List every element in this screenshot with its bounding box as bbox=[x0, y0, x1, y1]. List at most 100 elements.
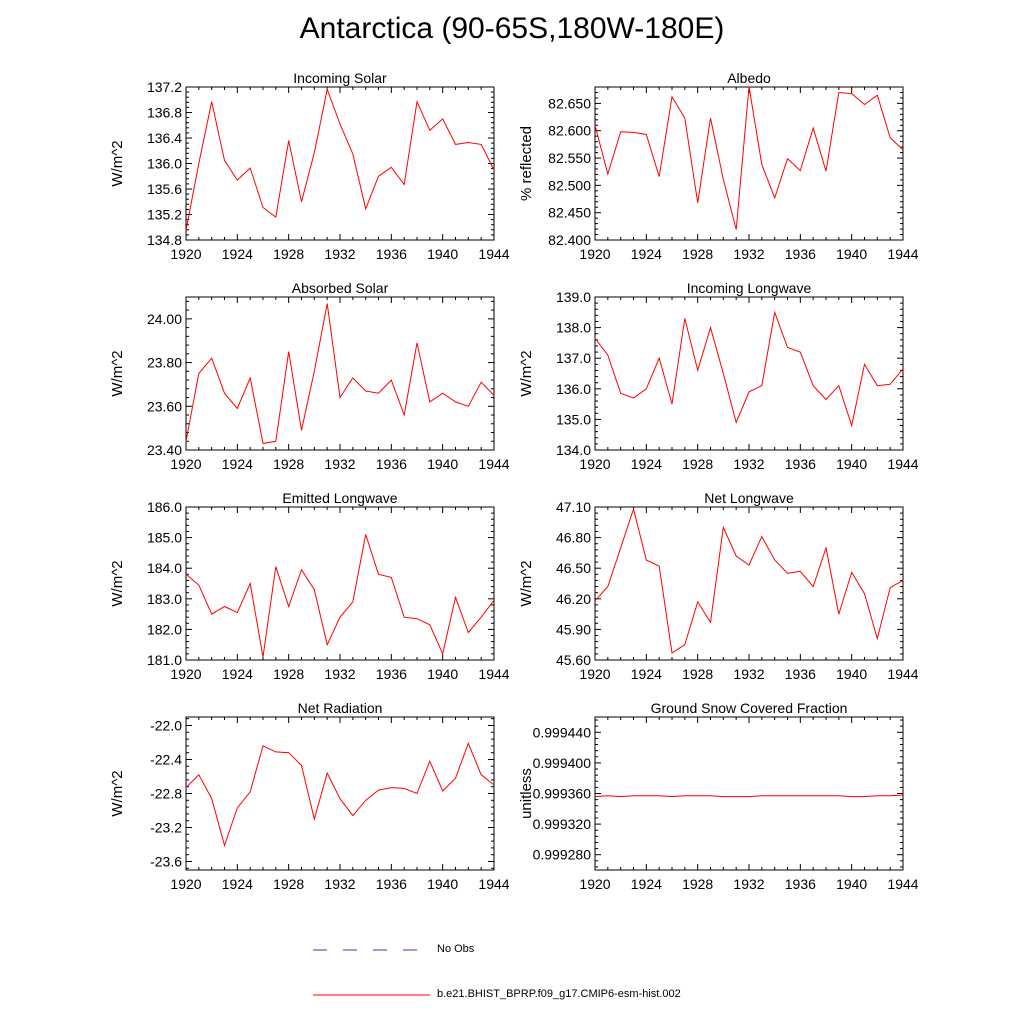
x-tick-label: 1932 bbox=[733, 456, 764, 472]
x-tick-label: 1928 bbox=[273, 246, 304, 262]
x-tick-label: 1944 bbox=[478, 246, 509, 262]
y-tick-label: 181.0 bbox=[147, 652, 182, 668]
x-tick-label: 1940 bbox=[836, 876, 867, 892]
y-tick-label: 45.60 bbox=[556, 652, 591, 668]
series-line-0 bbox=[185, 87, 495, 231]
y-axis-label: W/m^2 bbox=[109, 350, 126, 396]
chart-title: Net Radiation bbox=[298, 700, 383, 716]
x-tick-label: 1936 bbox=[376, 666, 407, 682]
y-axis-label: W/m^2 bbox=[518, 350, 535, 396]
y-tick-label: 23.80 bbox=[147, 355, 182, 371]
series-line-0 bbox=[594, 310, 904, 428]
y-tick-label: 82.450 bbox=[548, 205, 591, 221]
x-tick-label: 1944 bbox=[887, 876, 918, 892]
plot-frame bbox=[594, 506, 904, 661]
y-tick-label: 82.550 bbox=[548, 150, 591, 166]
series-line-0 bbox=[594, 794, 904, 798]
x-tick-label: 1928 bbox=[682, 666, 713, 682]
x-tick-label: 1932 bbox=[733, 666, 764, 682]
plot-frame bbox=[594, 716, 904, 871]
x-tick-label: 1924 bbox=[222, 246, 253, 262]
y-tick-label: 136.8 bbox=[147, 105, 182, 121]
y-tick-label: 139.0 bbox=[556, 289, 591, 305]
x-tick-label: 1924 bbox=[631, 876, 662, 892]
y-tick-label: 46.50 bbox=[556, 560, 591, 576]
y-tick-label: 136.0 bbox=[147, 156, 182, 172]
y-tick-label: 82.500 bbox=[548, 177, 591, 193]
x-tick-label: 1932 bbox=[324, 666, 355, 682]
x-tick-label: 1944 bbox=[478, 876, 509, 892]
y-tick-label: -22.8 bbox=[150, 786, 182, 802]
y-axis-label: W/m^2 bbox=[109, 560, 126, 606]
x-tick-label: 1920 bbox=[579, 456, 610, 472]
x-tick-label: 1936 bbox=[785, 666, 816, 682]
y-tick-label: 46.20 bbox=[556, 591, 591, 607]
y-tick-label: 183.0 bbox=[147, 591, 182, 607]
chart-panel-4: Emitted Longwave W/m^2 1920 1924 1928 1932 193… bbox=[109, 490, 510, 682]
y-tick-label: 82.650 bbox=[548, 95, 591, 111]
x-tick-label: 1920 bbox=[170, 456, 201, 472]
plot-frame bbox=[594, 296, 904, 451]
x-tick-label: 1936 bbox=[376, 876, 407, 892]
chart-panel-2: Absorbed Solar W/m^2 1920 1924 1928 1932 1936 1… bbox=[109, 280, 510, 472]
chart-title: Ground Snow Covered Fraction bbox=[651, 700, 848, 716]
y-axis-label: % reflected bbox=[518, 126, 535, 201]
series-line-0 bbox=[185, 303, 495, 444]
x-tick-label: 1920 bbox=[170, 246, 201, 262]
y-tick-label: 82.400 bbox=[548, 232, 591, 248]
x-tick-label: 1940 bbox=[427, 246, 458, 262]
x-tick-label: 1936 bbox=[376, 246, 407, 262]
x-tick-label: 1928 bbox=[273, 666, 304, 682]
x-tick-label: 1940 bbox=[427, 666, 458, 682]
chart-panel-1: Albedo % reflected 1920 1924 1928 1932 1936 194… bbox=[518, 70, 919, 262]
x-tick-label: 1928 bbox=[682, 876, 713, 892]
y-tick-label: 0.999440 bbox=[533, 724, 592, 740]
x-tick-label: 1936 bbox=[785, 876, 816, 892]
x-tick-label: 1924 bbox=[222, 876, 253, 892]
y-tick-label: 134.0 bbox=[556, 442, 591, 458]
y-tick-label: 138.0 bbox=[556, 320, 591, 336]
y-tick-label: 137.0 bbox=[556, 350, 591, 366]
chart-panel-3: Incoming Longwave W/m^2 1920 1924 1928 1932 19… bbox=[518, 280, 919, 472]
plot-frame bbox=[185, 86, 495, 241]
y-tick-label: 135.6 bbox=[147, 181, 182, 197]
x-tick-label: 1936 bbox=[376, 456, 407, 472]
chart-title: Net Longwave bbox=[704, 490, 794, 506]
y-tick-label: 185.0 bbox=[147, 530, 182, 546]
x-tick-label: 1944 bbox=[478, 666, 509, 682]
x-tick-label: 1940 bbox=[836, 666, 867, 682]
y-tick-label: 137.2 bbox=[147, 79, 182, 95]
y-tick-label: 82.600 bbox=[548, 123, 591, 139]
x-tick-label: 1920 bbox=[579, 246, 610, 262]
y-tick-label: -22.4 bbox=[150, 752, 182, 768]
x-tick-label: 1932 bbox=[733, 246, 764, 262]
chart-title: Emitted Longwave bbox=[282, 490, 397, 506]
chart-panel-6: Net Radiation W/m^2 1920 1924 1928 1932 1936 19… bbox=[109, 700, 510, 892]
x-tick-label: 1928 bbox=[682, 456, 713, 472]
x-tick-label: 1928 bbox=[682, 246, 713, 262]
x-tick-label: 1932 bbox=[324, 876, 355, 892]
x-tick-label: 1940 bbox=[427, 456, 458, 472]
plot-frame bbox=[185, 506, 495, 661]
x-tick-label: 1944 bbox=[887, 456, 918, 472]
chart-panel-0: Incoming Solar W/m^2 1920 1924 1928 1932 1936 1… bbox=[109, 70, 510, 262]
chart-panel-5: Net Longwave W/m^2 1920 1924 1928 1932 1936 194… bbox=[518, 490, 919, 682]
series-line-0 bbox=[185, 742, 495, 848]
y-tick-label: -23.6 bbox=[150, 854, 182, 870]
y-tick-label: 24.00 bbox=[147, 311, 182, 327]
x-tick-label: 1924 bbox=[631, 246, 662, 262]
chart-panel-7: Ground Snow Covered Fraction unitless 1920… bbox=[518, 700, 919, 892]
x-tick-label: 1936 bbox=[785, 246, 816, 262]
chart-title: Albedo bbox=[727, 70, 771, 86]
plot-frame bbox=[185, 296, 495, 451]
x-tick-label: 1924 bbox=[222, 456, 253, 472]
y-tick-label: -23.2 bbox=[150, 820, 182, 836]
chart-title: Absorbed Solar bbox=[292, 280, 389, 296]
y-tick-label: 135.0 bbox=[556, 411, 591, 427]
y-tick-label: 0.999400 bbox=[533, 755, 592, 771]
y-tick-label: 134.8 bbox=[147, 232, 182, 248]
x-tick-label: 1940 bbox=[836, 456, 867, 472]
page-title: Antarctica (90-65S,180W-180E) bbox=[299, 12, 725, 45]
x-tick-label: 1924 bbox=[222, 666, 253, 682]
series-line-0 bbox=[594, 86, 904, 230]
